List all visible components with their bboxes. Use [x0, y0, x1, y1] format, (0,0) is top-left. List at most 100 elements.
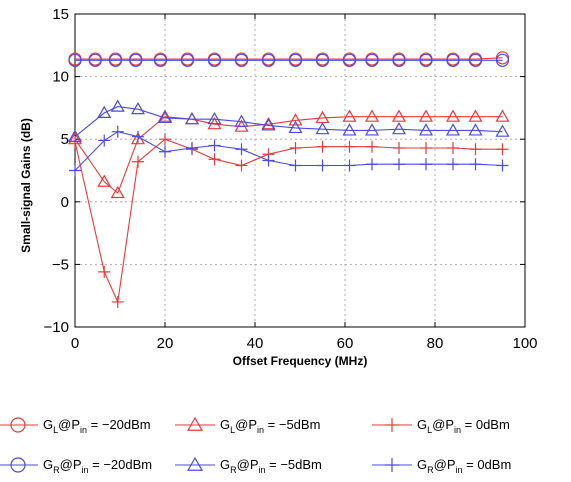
data-point [262, 154, 275, 167]
data-point [88, 53, 102, 67]
legend-marker [186, 456, 204, 471]
data-point [418, 109, 434, 122]
legend-label: GR@Pin = −5dBm [220, 457, 322, 475]
data-point [342, 123, 357, 136]
data-point [157, 109, 173, 122]
data-point [496, 159, 509, 172]
legend-label-part: in [454, 425, 461, 435]
tick-marks [74, 13, 526, 328]
data-point [234, 53, 249, 67]
x-tick-label: 100 [512, 335, 537, 352]
series-4 [67, 99, 510, 142]
data-point [447, 141, 459, 154]
legend-label: GL@Pin = 0dBm [417, 417, 510, 435]
data-point [392, 53, 406, 67]
data-point [235, 159, 248, 172]
legend-label-part: in [80, 425, 87, 435]
legend-label-part: = 0dBm [461, 417, 510, 432]
legend-label-part: G [220, 417, 230, 432]
plot-frame [74, 13, 526, 328]
data-point [153, 53, 168, 67]
legend-entry-3: GR@Pin = −20dBm [0, 457, 152, 475]
data-point [111, 125, 124, 138]
series-line [75, 57, 503, 60]
y-tick-label: 0 [61, 194, 69, 211]
data-point [315, 53, 330, 67]
data-point [468, 109, 483, 122]
data-point [420, 158, 432, 171]
legend-label-part: G [220, 457, 230, 472]
data-point [342, 53, 357, 67]
data-point [67, 129, 83, 142]
data-point [184, 111, 200, 125]
data-point [469, 158, 482, 171]
series-line [74, 116, 503, 194]
legend-label-part: G [43, 457, 53, 472]
legend-label-part: @P [432, 417, 454, 432]
legend-label-part: = 0dBm [463, 457, 512, 472]
series-group [67, 51, 510, 308]
data-point [315, 121, 330, 135]
data-point [108, 53, 123, 67]
data-point [446, 53, 460, 67]
legend-label-part: = −20dBm [89, 457, 153, 472]
legend: GL@Pin = −20dBm GL@Pin = −5dBm GL@Pin = 0d… [0, 416, 511, 475]
legend-entry-5: GR@Pin = 0dBm [372, 457, 511, 475]
data-point [365, 53, 379, 67]
legend-label-part: @P [434, 457, 456, 472]
data-point [159, 133, 171, 146]
legend-entry-1: GL@Pin = −5dBm [175, 416, 320, 435]
data-point [366, 140, 378, 153]
legend-label: GR@Pin = 0dBm [417, 457, 511, 475]
legend-label-part: L [427, 425, 432, 435]
legend-label-part: G [417, 417, 427, 432]
legend-label-part: in [82, 465, 89, 475]
data-point [110, 185, 125, 199]
y-tick-label: 10 [52, 69, 69, 86]
data-point [366, 158, 378, 171]
data-point [110, 99, 125, 112]
data-point [186, 141, 198, 154]
x-tick-label: 60 [337, 335, 354, 352]
data-point [420, 141, 432, 154]
series-1 [67, 109, 510, 199]
data-point [391, 109, 407, 122]
data-point [316, 140, 329, 153]
legend-label-part: L [230, 425, 235, 435]
data-point [495, 124, 510, 137]
data-point [208, 139, 221, 152]
data-point [445, 109, 461, 122]
series-3 [68, 53, 510, 67]
data-point [157, 110, 173, 124]
data-point [468, 123, 483, 136]
data-point [98, 265, 111, 278]
data-point [393, 141, 405, 154]
data-point [495, 53, 510, 67]
data-point [235, 143, 248, 156]
data-point [364, 109, 380, 122]
legend-label-part: G [43, 417, 53, 432]
data-point [316, 159, 329, 172]
data-point [97, 105, 112, 119]
legend-label-part: R [230, 465, 237, 475]
legend-label-part: in [259, 465, 266, 475]
series-5 [69, 125, 509, 177]
legend-label-part: R [427, 465, 434, 475]
legend-marker [385, 418, 399, 432]
data-point [393, 158, 405, 171]
legend-marker [186, 416, 204, 431]
legend-label-part: in [456, 465, 463, 475]
legend-label-part: in [257, 425, 264, 435]
legend-label-part: @P [237, 457, 259, 472]
legend-label-part: R [53, 465, 60, 475]
data-point [468, 53, 483, 67]
data-point [419, 53, 433, 67]
data-point [343, 159, 356, 172]
series-2 [69, 133, 509, 308]
legend-label-part: @P [235, 417, 257, 432]
legend-marker [10, 457, 26, 473]
data-point [208, 153, 221, 166]
data-point [288, 53, 303, 67]
x-tick-labels: 0 20 40 60 80 100 [71, 335, 538, 352]
data-point [207, 53, 222, 67]
